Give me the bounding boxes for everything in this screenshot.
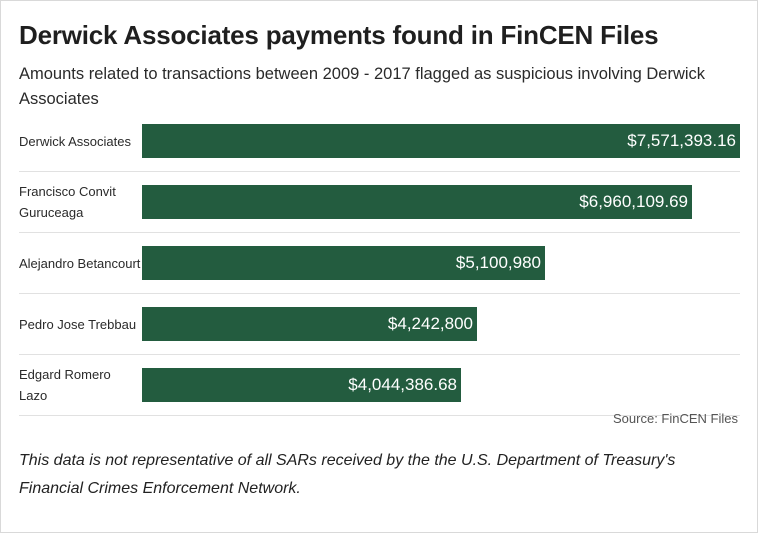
bar bbox=[142, 124, 740, 158]
category-label: Derwick Associates bbox=[19, 133, 131, 149]
row-divider bbox=[19, 293, 740, 294]
source-note: Source: FinCEN Files bbox=[613, 411, 738, 426]
disclaimer-note: This data is not representative of all S… bbox=[19, 452, 676, 497]
chart-title: Derwick Associates payments found in Fin… bbox=[19, 20, 659, 50]
row-divider bbox=[19, 415, 740, 416]
bar bbox=[142, 307, 477, 341]
row-divider bbox=[19, 232, 740, 233]
bar-value-label: $4,242,800 bbox=[387, 314, 473, 333]
bar-value-label: $6,960,109.69 bbox=[579, 192, 688, 211]
category-label: Francisco Convit Guruceaga bbox=[19, 184, 116, 220]
bar-value-label: $5,100,980 bbox=[455, 253, 541, 272]
category-label: Pedro Jose Trebbau bbox=[19, 316, 137, 332]
row-divider bbox=[19, 354, 740, 355]
bar-value-label: $7,571,393.16 bbox=[627, 131, 736, 150]
row-divider bbox=[19, 171, 740, 172]
category-label: Alejandro Betancourt bbox=[19, 255, 141, 271]
bar-value-label: $4,044,386.68 bbox=[348, 375, 457, 394]
bar bbox=[142, 185, 692, 219]
bar-chart: Derwick Associates $7,571,393.16 Francisco… bbox=[1, 111, 758, 416]
bar bbox=[142, 246, 545, 280]
bar bbox=[142, 368, 461, 402]
chart-subtitle: Amounts related to transactions between … bbox=[19, 65, 706, 108]
category-label: Edgard Romero Lazo bbox=[19, 367, 111, 403]
